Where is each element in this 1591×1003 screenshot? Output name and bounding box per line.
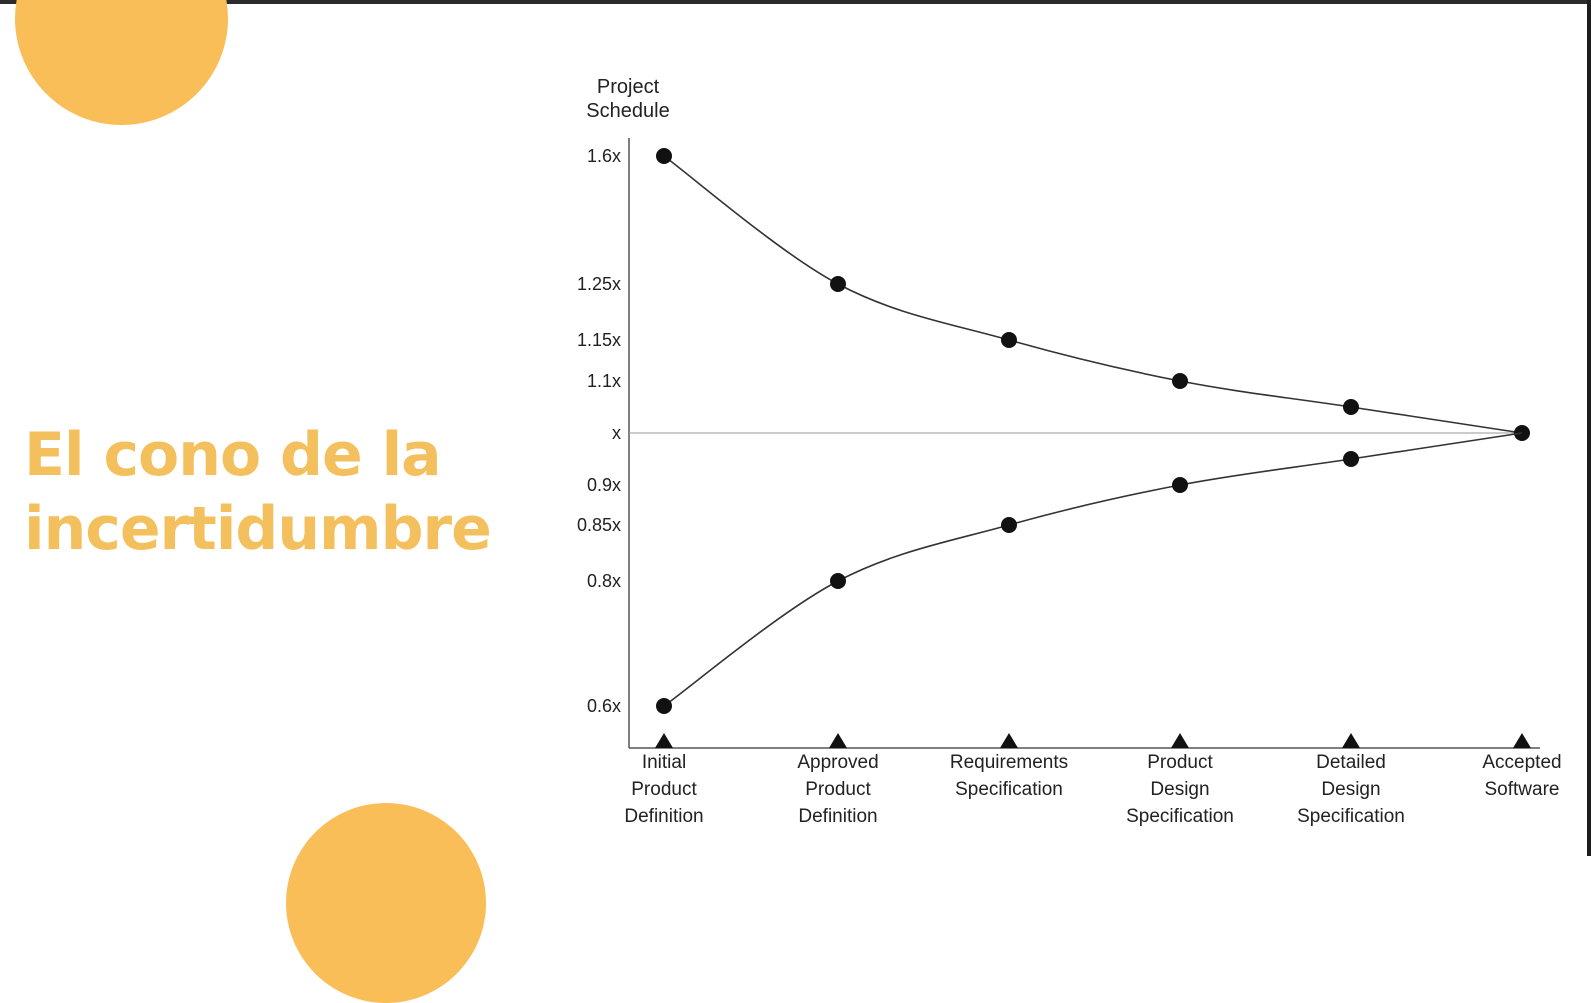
slide-title-line-1: El cono de la xyxy=(24,420,442,490)
data-point xyxy=(656,698,672,714)
x-category-label: Product Design Specification xyxy=(1126,752,1234,827)
x-category-label: Requirements Specification xyxy=(950,752,1068,800)
x-category-label: Detailed Design Specification xyxy=(1297,752,1405,827)
x-category-label: Accepted Software xyxy=(1482,752,1561,800)
milestone-marker xyxy=(1342,733,1360,748)
lower-bound-curve xyxy=(663,432,1523,707)
y-tick-label: 0.6x xyxy=(587,696,621,716)
data-point xyxy=(830,573,846,589)
milestone-marker xyxy=(1171,733,1189,748)
milestone-marker xyxy=(1513,733,1531,748)
slide-title-line-2: incertidumbre xyxy=(24,494,492,564)
y-tick-label: 0.8x xyxy=(587,571,621,591)
data-point xyxy=(1172,477,1188,493)
milestone-marker xyxy=(655,733,673,748)
right-border xyxy=(1587,0,1591,856)
y-tick-label: 1.1x xyxy=(587,371,621,391)
y-axis-title: Project Schedule xyxy=(586,76,669,122)
data-point xyxy=(1343,451,1359,467)
y-tick-label: 1.6x xyxy=(587,146,621,166)
y-tick-label: 1.25x xyxy=(577,274,621,294)
x-category-label: Initial Product Definition xyxy=(624,752,703,827)
top-border xyxy=(0,0,1591,4)
upper-bound-curve xyxy=(663,155,1523,434)
y-tick-label: x xyxy=(612,423,621,443)
x-category-label: Approved Product Definition xyxy=(797,752,878,827)
data-point xyxy=(1001,332,1017,348)
data-point xyxy=(656,148,672,164)
y-tick-label: 0.9x xyxy=(587,475,621,495)
milestone-marker xyxy=(829,733,847,748)
milestone-marker xyxy=(1000,733,1018,748)
data-point xyxy=(1172,373,1188,389)
y-tick-label: 0.85x xyxy=(577,515,621,535)
data-point xyxy=(1343,399,1359,415)
data-point xyxy=(1001,517,1017,533)
data-point xyxy=(830,276,846,292)
uncertainty-cone-chart: Project Schedule 1.6x 1.25x 1.15x 1.1x x 0.9x 0.… xyxy=(577,76,1562,827)
slide-title: El cono de la incertidumbre xyxy=(24,418,564,566)
y-tick-label: 1.15x xyxy=(577,330,621,350)
